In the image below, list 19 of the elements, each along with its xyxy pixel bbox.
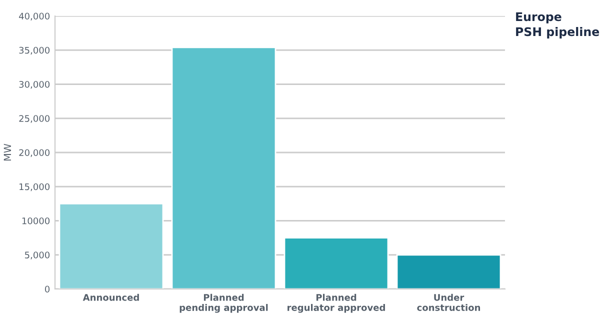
bar bbox=[58, 202, 164, 289]
text: Europe PSH pipeline bbox=[516, 12, 600, 38]
y-axis-title: MW bbox=[4, 144, 11, 161]
y-tick-label: 5,000 bbox=[24, 252, 50, 260]
x-tick-label: Planned regulator approved bbox=[288, 294, 385, 313]
bar bbox=[396, 254, 502, 289]
y-tick-label: 35,000 bbox=[19, 46, 50, 55]
y-tick-label: 15,000 bbox=[20, 183, 50, 192]
y-tick-label: 20,000 bbox=[19, 149, 50, 157]
x-tick-label: Planned pending approval bbox=[180, 294, 268, 313]
y-tick-label: 25,000 bbox=[19, 115, 50, 123]
bar bbox=[284, 237, 389, 289]
x-tick-label: Under construction bbox=[417, 294, 480, 311]
bar bbox=[171, 46, 276, 289]
y-tick-label: 40,000 bbox=[18, 12, 50, 20]
y-tick-label: 0 bbox=[44, 286, 50, 293]
y-tick-label: 10000 bbox=[22, 217, 50, 224]
y-tick-label: 30,000 bbox=[19, 80, 50, 89]
x-tick-label: Announced bbox=[82, 294, 139, 301]
